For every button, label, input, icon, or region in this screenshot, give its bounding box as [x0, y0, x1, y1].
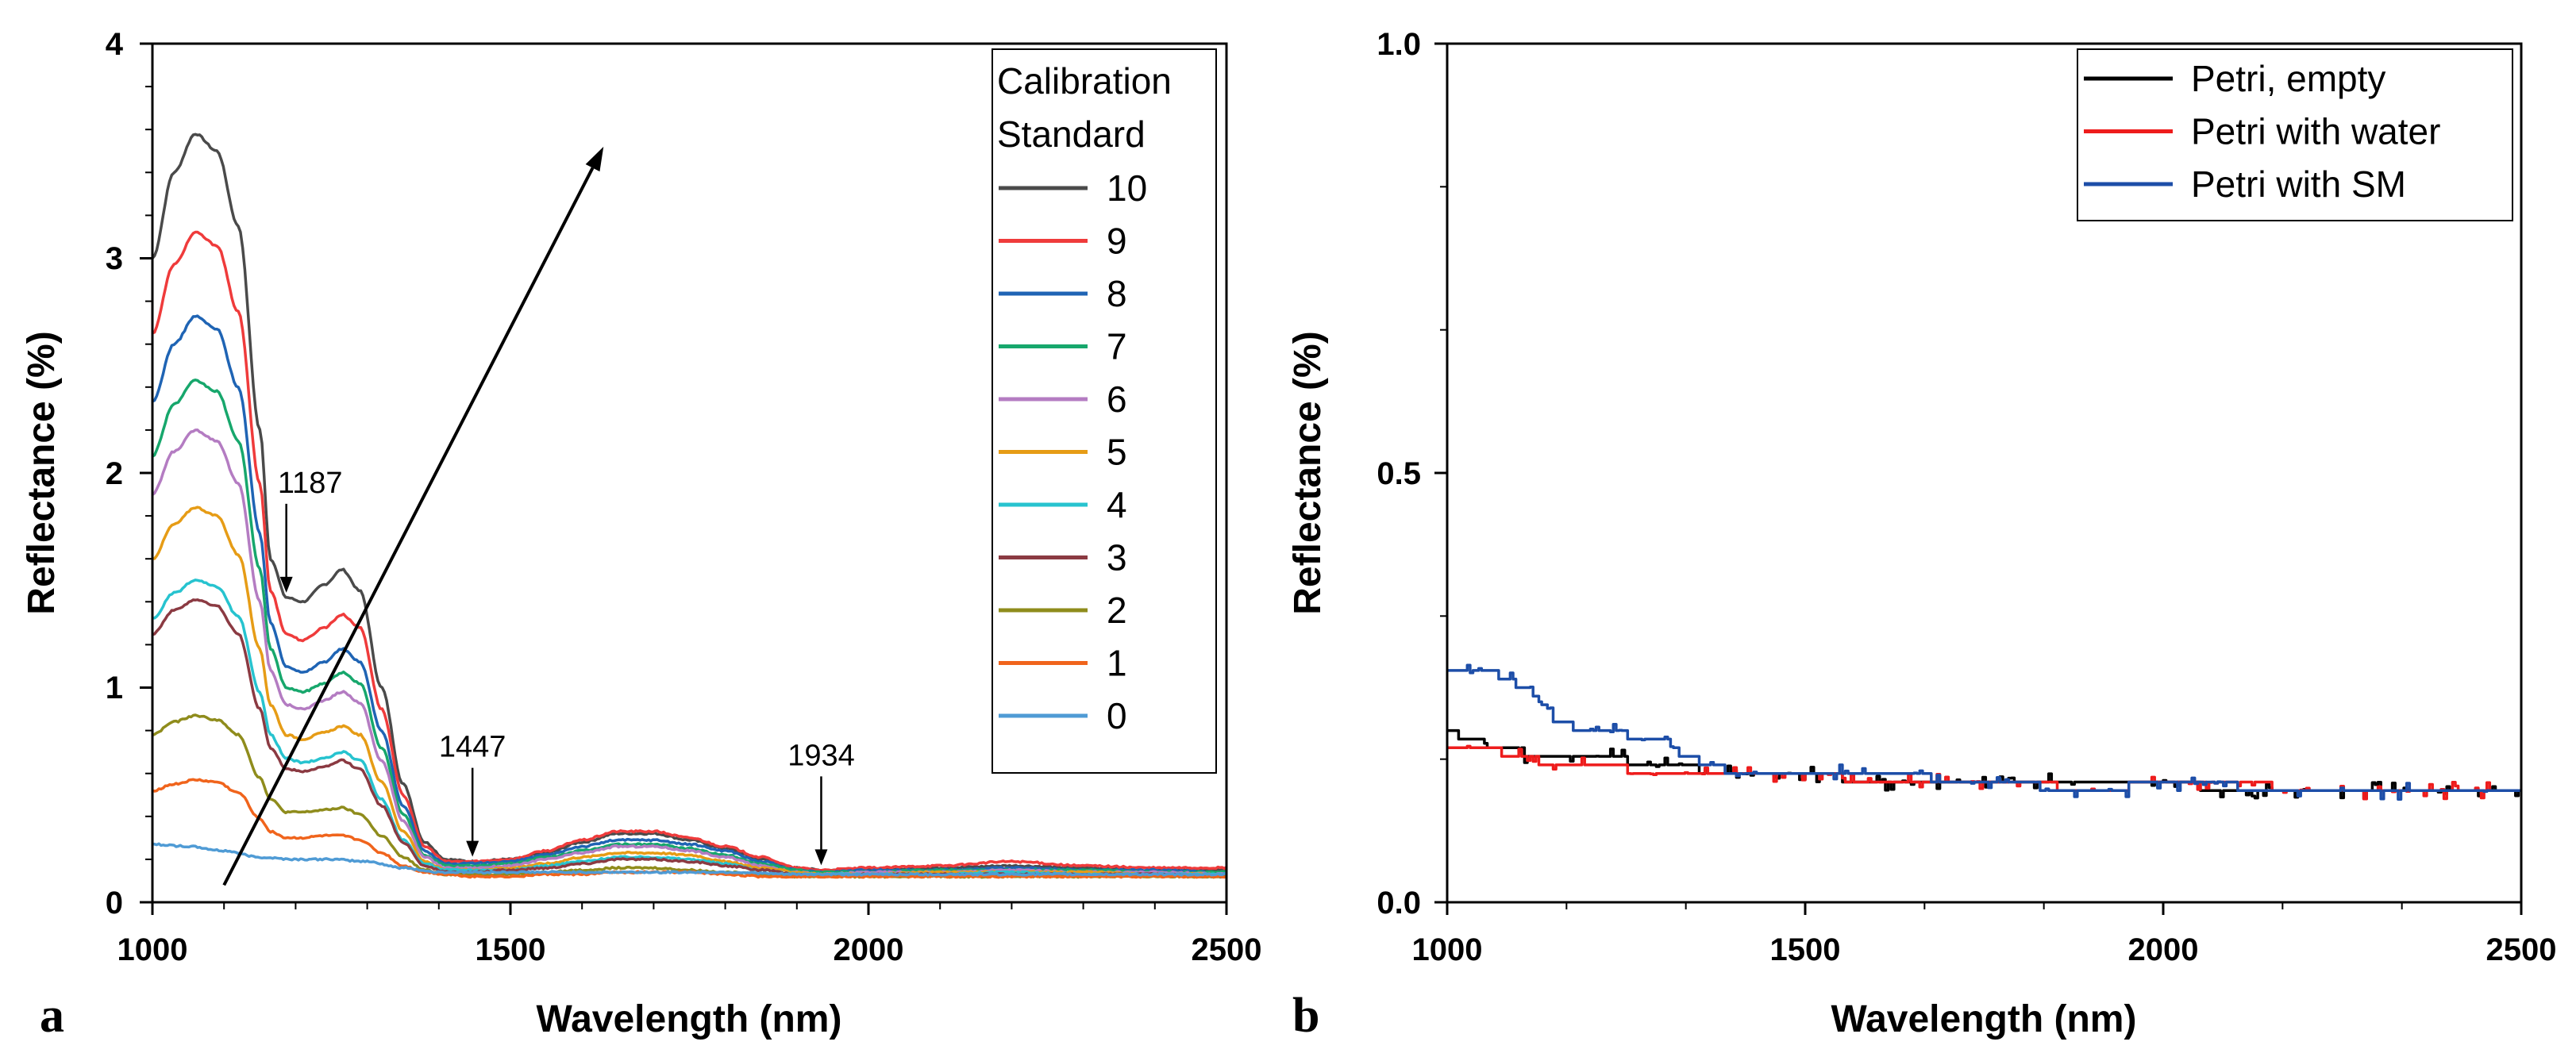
- legend-label-2: 2: [1107, 590, 1127, 631]
- ytick-label: 1: [106, 671, 123, 705]
- trend-arrow: [222, 146, 604, 886]
- xtick-label: 2000: [2128, 932, 2199, 967]
- xtick-label: 2500: [1192, 932, 1262, 967]
- legend-title-line2: Standard: [997, 113, 1146, 155]
- legend-label-0: 0: [1107, 695, 1127, 736]
- xtick-label: 2500: [2486, 932, 2557, 967]
- legend-label-3: 3: [1107, 537, 1127, 578]
- x-axis-title: Wavelength (nm): [1831, 998, 2137, 1040]
- ytick-label: 0.0: [1377, 886, 1421, 921]
- legend-label-4: 4: [1107, 484, 1127, 525]
- series-line-6: [151, 429, 1227, 877]
- panel-b-ticks: [1434, 42, 2523, 915]
- panel-letter-a: a: [40, 989, 64, 1043]
- ytick-label: 4: [106, 27, 124, 62]
- legend-label-5: 5: [1107, 432, 1127, 473]
- annotation-arrow-head: [814, 849, 828, 866]
- annotation-1187: 1187: [278, 467, 343, 500]
- ytick-label: 2: [106, 456, 123, 491]
- xtick-label: 2000: [834, 932, 904, 967]
- legend-label-8: 8: [1107, 273, 1127, 314]
- legend-label-10: 10: [1107, 167, 1147, 209]
- legend-label-empty: Petri, empty: [2191, 58, 2385, 99]
- series-line-0: [152, 842, 1227, 877]
- legend-label-1: 1: [1107, 643, 1127, 684]
- annotation-1934: 1934: [787, 739, 855, 772]
- legend-box: [992, 48, 1217, 774]
- trend-arrow-line: [222, 167, 595, 886]
- ytick-label: 1.0: [1377, 27, 1421, 62]
- legend-label-7: 7: [1107, 326, 1127, 367]
- x-axis-title: Wavelength (nm): [537, 998, 842, 1040]
- legend-entries: Petri, empty Petri with water Petri with S…: [2084, 58, 2440, 205]
- legend-label-water: Petri with water: [2191, 111, 2440, 152]
- annotations: 1187 1447 1934: [278, 467, 855, 866]
- y-axis-title: Reflectance (%): [21, 331, 63, 614]
- panel-b-series: [1447, 663, 2521, 801]
- ytick-label: 3: [106, 241, 123, 276]
- ytick-label: 0.5: [1377, 456, 1421, 491]
- xtick-label: 1500: [1770, 932, 1841, 967]
- series-line-10: [151, 133, 1227, 873]
- xtick-label: 1500: [476, 932, 546, 967]
- legend-label-sm: Petri with SM: [2191, 163, 2406, 205]
- panel-b: 1000 1500 2000 2500 0.0 0.5 1.0 Waveleng…: [1287, 27, 2556, 1043]
- legend-b: Petri, empty Petri with water Petri with S…: [2077, 48, 2513, 221]
- panel-a: 1187 1447 1934 1000 1500 2000 2500 0 1 2…: [21, 27, 1261, 1043]
- panel-a-ticks: [140, 42, 1228, 915]
- annotation-arrow-head: [279, 576, 293, 593]
- ytick-label: 0: [106, 886, 123, 921]
- legend-title-line1: Calibration: [997, 60, 1172, 102]
- y-axis-title: Reflectance (%): [1287, 331, 1329, 614]
- legend-label-6: 6: [1107, 379, 1127, 420]
- panel-letter-b: b: [1292, 989, 1319, 1043]
- annotation-arrow-head: [466, 840, 479, 857]
- legend-label-9: 9: [1107, 221, 1127, 262]
- series-line-9: [152, 230, 1227, 872]
- annotation-1447: 1447: [439, 731, 506, 764]
- series-line-8: [152, 314, 1227, 874]
- panel-a-series: [151, 133, 1228, 879]
- trend-arrow-head: [585, 146, 604, 172]
- series-line-sm: [1447, 663, 2521, 801]
- xtick-label: 1000: [117, 932, 188, 967]
- xtick-label: 1000: [1412, 932, 1483, 967]
